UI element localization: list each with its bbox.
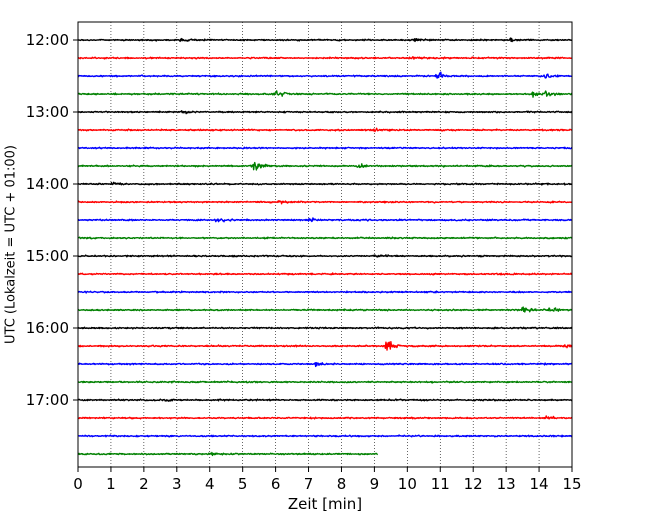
- seismic-trace-1315: [77, 127, 573, 133]
- y-tick-label: 14:00: [26, 175, 69, 193]
- seismic-trace-1515: [77, 272, 573, 276]
- seismic-trace-1430: [77, 217, 573, 223]
- x-tick-label: 11: [431, 475, 450, 493]
- plot-frame: [77, 21, 573, 468]
- x-tick-label: 6: [271, 475, 281, 493]
- y-tick-label: 12:00: [26, 31, 69, 49]
- x-tick-label: 15: [562, 475, 581, 493]
- x-tick-label: 8: [337, 475, 347, 493]
- x-tick-label: 14: [530, 475, 549, 493]
- seismic-trace-1330: [77, 146, 573, 150]
- seismic-trace-1600: [77, 326, 573, 330]
- seismic-trace-1630: [77, 361, 573, 368]
- x-tick-label: 5: [238, 475, 248, 493]
- seismic-trace-1715: [77, 415, 573, 420]
- x-tick-label: 7: [304, 475, 314, 493]
- seismic-trace-1230: [77, 71, 573, 79]
- seismic-trace-1500: [77, 254, 573, 258]
- x-tick-label: 13: [497, 475, 516, 493]
- seismic-trace-1530: [77, 290, 573, 294]
- seismic-trace-1645: [77, 380, 573, 384]
- traces: [77, 37, 573, 457]
- x-tick-label: 10: [398, 475, 417, 493]
- seismic-trace-1345: [77, 161, 573, 171]
- y-axis-ticks: 12:00 13:00 14:00 15:00 16:00 17:00: [26, 31, 78, 409]
- seismic-trace-1245: [77, 90, 573, 98]
- x-tick-label: 12: [464, 475, 483, 493]
- seismic-trace-1200: [77, 37, 573, 43]
- seismic-trace-1730: [77, 434, 573, 438]
- y-axis-label: UTC (Lokalzeit = UTC + 01:00): [4, 145, 19, 344]
- x-axis-ticks: 0 1 2 3 4 5 6 7 8 9 10 11 12 13 14 15: [73, 467, 582, 493]
- y-tick-label: 13:00: [26, 103, 69, 121]
- seismic-trace-1745: [77, 451, 379, 457]
- x-tick-label: 4: [205, 475, 215, 493]
- x-tick-label: 1: [106, 475, 116, 493]
- y-tick-label: 17:00: [26, 391, 69, 409]
- seismic-trace-1700: [77, 398, 573, 402]
- grid: [110, 22, 540, 467]
- y-tick-label: 15:00: [26, 247, 69, 265]
- seismic-trace-1300: [77, 110, 573, 115]
- seismic-trace-1445: [77, 236, 573, 240]
- seismic-trace-1400: [77, 181, 573, 186]
- x-tick-label: 3: [172, 475, 182, 493]
- x-axis-label: Zeit [min]: [288, 495, 362, 513]
- x-tick-label: 9: [370, 475, 380, 493]
- seismic-trace-1215: [77, 56, 573, 60]
- seismic-trace-1615: [77, 340, 573, 351]
- x-tick-label: 0: [73, 475, 83, 493]
- seismic-trace-1415: [77, 200, 573, 205]
- y-tick-label: 16:00: [26, 319, 69, 337]
- seismic-trace-1545: [77, 306, 573, 313]
- x-tick-label: 2: [139, 475, 149, 493]
